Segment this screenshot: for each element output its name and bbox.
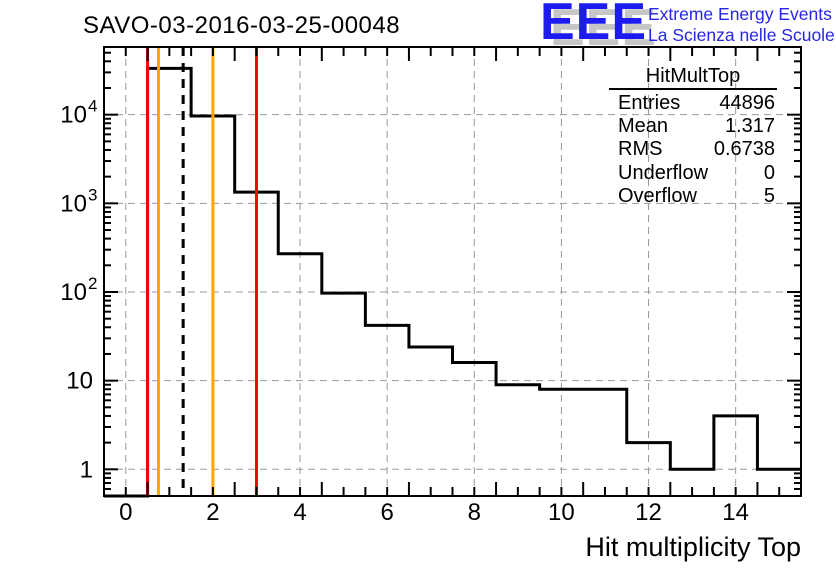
svg-text:10: 10: [548, 499, 575, 526]
svg-text:14: 14: [722, 499, 749, 526]
stats-value: 44896: [719, 92, 775, 114]
stats-rows: Entries 44896 Mean 1.317 RMS 0.6738 Unde…: [609, 92, 777, 208]
x-axis-ticks: [124, 47, 781, 496]
histogram-step-line: [104, 66, 801, 498]
stats-title: HitMultTop: [609, 66, 777, 90]
svg-text:2: 2: [206, 499, 219, 526]
svg-text:1: 1: [80, 456, 93, 483]
stats-label: RMS: [618, 138, 663, 161]
svg-text:10: 10: [60, 102, 87, 129]
svg-text:8: 8: [468, 499, 481, 526]
stats-value: 1.317: [724, 115, 775, 138]
svg-text:0: 0: [119, 499, 132, 526]
stats-label: Underflow: [618, 161, 709, 184]
logo-line-2: La Scienza nelle Scuole: [648, 24, 835, 45]
stats-row-underflow: Underflow 0: [609, 162, 777, 185]
page-title: SAVO-03-2016-03-25-00048: [83, 12, 401, 39]
svg-text:10: 10: [60, 279, 87, 306]
svg-text:4: 4: [293, 499, 306, 526]
eee-logo-acronym: EEE: [540, 0, 648, 51]
stats-label: Mean: [618, 115, 669, 138]
y-axis-ticks: [104, 51, 801, 490]
svg-text:2: 2: [88, 274, 97, 293]
x-axis-tick-labels: 0 2 4 6 8 10 12 14: [119, 499, 749, 526]
svg-text:4: 4: [88, 97, 97, 116]
stats-box: HitMultTop Entries 44896 Mean 1.317 RMS …: [609, 66, 777, 208]
stats-label: Entries: [618, 92, 681, 114]
stats-row-rms: RMS 0.6738: [609, 138, 777, 161]
svg-text:6: 6: [380, 499, 393, 526]
stats-value: 0: [763, 161, 775, 184]
stats-row-overflow: Overflow 5: [609, 185, 777, 208]
svg-text:12: 12: [635, 499, 662, 526]
logo-line-1: Extreme Energy Events: [648, 4, 832, 24]
stats-row-mean: Mean 1.317: [609, 115, 777, 138]
stats-value: 5: [763, 184, 775, 207]
svg-text:10: 10: [66, 368, 93, 395]
x-axis-title: Hit multiplicity Top: [585, 532, 801, 562]
svg-text:10: 10: [60, 190, 87, 217]
marker-lines: [146, 47, 258, 496]
stats-row-entries: Entries 44896: [609, 92, 777, 115]
stats-label: Overflow: [618, 184, 697, 207]
stats-value: 0.6738: [713, 138, 775, 161]
eee-logo-text: Extreme Energy Events La Scienza nelle S…: [648, 4, 835, 45]
svg-text:3: 3: [88, 185, 97, 204]
